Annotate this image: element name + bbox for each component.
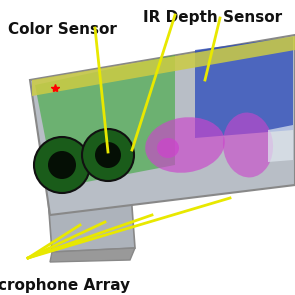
Polygon shape <box>195 37 293 138</box>
Polygon shape <box>50 248 135 262</box>
Ellipse shape <box>157 138 179 158</box>
Text: crophone Array: crophone Array <box>0 278 130 293</box>
Polygon shape <box>32 36 295 96</box>
Circle shape <box>48 151 76 179</box>
Circle shape <box>34 137 90 193</box>
Circle shape <box>82 129 134 181</box>
Ellipse shape <box>145 117 225 173</box>
Text: IR Depth Sensor: IR Depth Sensor <box>143 10 282 25</box>
Polygon shape <box>35 55 175 188</box>
Circle shape <box>95 142 121 168</box>
Polygon shape <box>268 125 293 162</box>
Ellipse shape <box>223 113 273 178</box>
Polygon shape <box>30 35 295 215</box>
Text: Color Sensor: Color Sensor <box>8 22 117 37</box>
Polygon shape <box>48 180 135 252</box>
